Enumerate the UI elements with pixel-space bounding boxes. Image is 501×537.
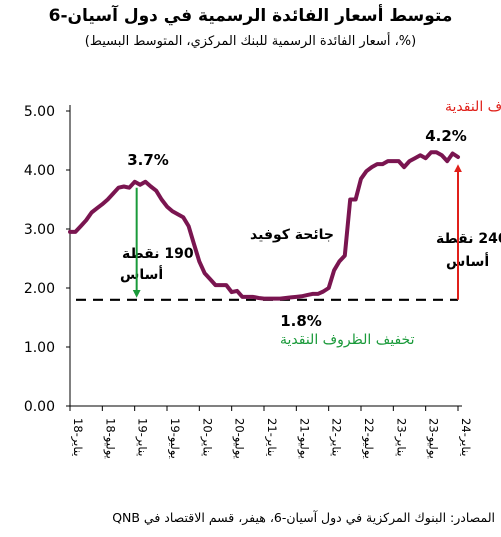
x-tick-label: يوليو-22 <box>361 418 376 459</box>
x-tick-label: يوليو-23 <box>426 418 441 459</box>
tightening-label: تشديد الظروف النقدية <box>445 99 501 115</box>
source-note: المصادر: البنوك المركزية في دول آسيان-6،… <box>112 510 495 525</box>
chart-title: متوسط أسعار الفائدة الرسمية في دول آسيان… <box>48 6 453 26</box>
trough-label: 1.8% <box>280 312 322 330</box>
cut-num-label: 190 نقطة <box>122 246 194 262</box>
y-tick-label: 1.00 <box>24 340 55 356</box>
latest-label: 4.2% <box>425 127 467 145</box>
annotations: تشديد الظروف النقدية تخفيف الظروف النقدي… <box>120 99 501 348</box>
series-line <box>68 150 460 301</box>
cut-unit-label: أساس <box>120 265 163 283</box>
chart-subtitle: (%، أسعار الفائدة الرسمية للبنك المركزي،… <box>84 34 417 49</box>
x-tick-label: يناير-24 <box>458 418 473 457</box>
x-tick-label: يوليو-21 <box>296 418 311 459</box>
y-axis-ticks: 0.00 1.00 2.00 3.00 4.00 5.00 <box>24 104 55 415</box>
x-tick-label: يوليو-20 <box>232 418 247 459</box>
axes <box>66 105 462 407</box>
series-group <box>68 150 460 301</box>
x-tick-label: يناير-23 <box>393 418 408 457</box>
x-axis-ticks: يناير-18 يوليو-18 يناير-19 يوليو-19 يناير-20… <box>69 406 473 459</box>
hike-num-label: 240 نقطة <box>436 231 501 247</box>
y-tick-label: 5.00 <box>24 104 55 120</box>
covid-label: جائحة كوفيد <box>250 227 334 243</box>
y-tick-label: 2.00 <box>24 281 55 297</box>
peak-label: 3.7% <box>127 151 169 169</box>
x-tick-label: يناير-18 <box>70 418 85 457</box>
y-tick-label: 4.00 <box>24 163 55 179</box>
hike-unit-label: أساس <box>446 252 489 270</box>
x-tick-label: يوليو-19 <box>167 418 182 459</box>
x-tick-label: يناير-20 <box>199 418 214 457</box>
y-tick-label: 0.00 <box>24 399 55 415</box>
x-tick-label: يناير-21 <box>264 418 279 457</box>
easing-label: تخفيف الظروف النقدية <box>280 332 415 348</box>
x-tick-label: يوليو-18 <box>102 418 117 459</box>
x-tick-label: يناير-19 <box>135 418 150 457</box>
y-tick-label: 3.00 <box>24 222 55 238</box>
x-tick-label: يناير-22 <box>329 418 344 457</box>
